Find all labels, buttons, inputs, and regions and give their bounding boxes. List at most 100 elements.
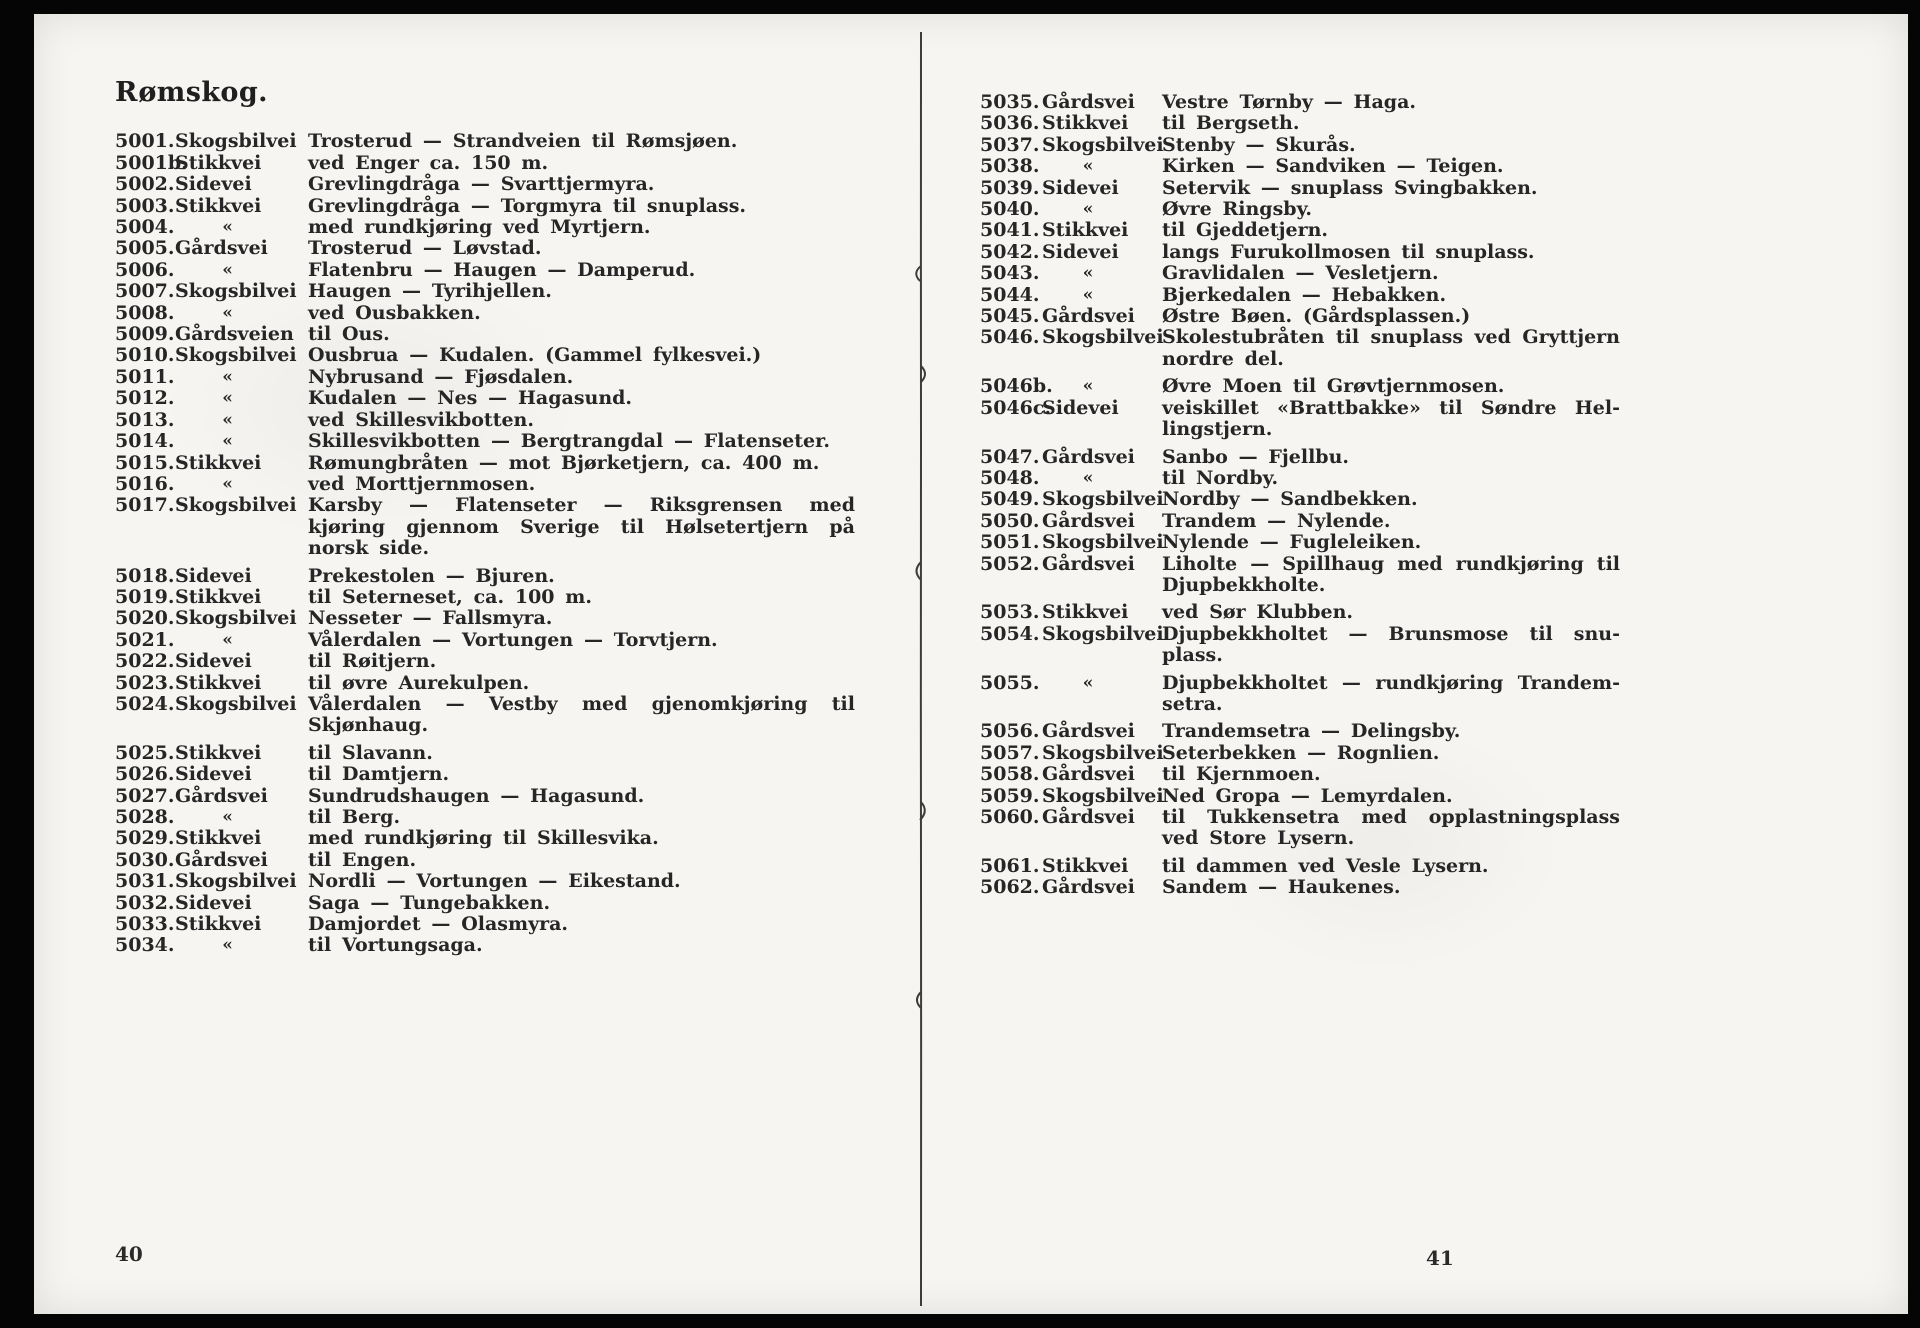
entry-description: til Damtjern. bbox=[308, 763, 450, 786]
entry-number: 5020. bbox=[115, 607, 175, 630]
road-entry-row: 5039. Sidevei Setervik — snuplass Svingb… bbox=[980, 176, 1620, 199]
entry-number: 5049. bbox=[980, 488, 1040, 511]
entry-road-type: « bbox=[222, 807, 233, 827]
entry-number: 5044. bbox=[980, 283, 1040, 306]
entry-description: til Ous. bbox=[308, 323, 390, 346]
entry-number: 5024. bbox=[115, 692, 175, 715]
entry-road-type: « bbox=[222, 259, 233, 280]
road-entry-row: 5037. Skogsbilvei Stenby — Skurås. bbox=[980, 133, 1620, 156]
road-entry-row: 5034. « til Vortungsaga. bbox=[115, 934, 855, 957]
entry-road-type: « bbox=[222, 473, 233, 494]
entry-road-type: Gårdsvei bbox=[1042, 509, 1135, 532]
entry-road-type: Stikkvei bbox=[175, 741, 262, 764]
entry-description: til Engen. bbox=[308, 848, 417, 871]
entry-number: 5041. bbox=[980, 219, 1040, 242]
entry-road-type: Skogsbilvei bbox=[175, 692, 297, 715]
entry-description: Vålerdalen — Vestby med gjenomkjø­ring t… bbox=[308, 692, 855, 737]
road-entry-row: 5001b. Stikkvei ved Enger ca. 150 m. bbox=[115, 151, 855, 174]
entry-road-type: « bbox=[1082, 467, 1094, 488]
entry-number: 5012. bbox=[115, 387, 175, 410]
entry-number: 5046b. bbox=[980, 375, 1053, 398]
page-number-left: 40 bbox=[115, 1242, 143, 1266]
entry-number: 5055. bbox=[980, 671, 1040, 694]
entry-number: 5060. bbox=[980, 806, 1040, 828]
entry-description: Gravlidalen — Vesletjern. bbox=[1162, 262, 1439, 285]
entry-number: 5051. bbox=[980, 531, 1040, 554]
entry-description: til Vortungsaga. bbox=[308, 934, 483, 957]
road-entry-row: 5057. Skogsbilvei Seterbekken — Rognlien… bbox=[980, 741, 1620, 764]
entry-number: 5002. bbox=[115, 173, 175, 196]
entry-number: 5026. bbox=[115, 763, 175, 786]
entries-list-left: 5001. Skogsbilvei Trosterud — Strandveie… bbox=[115, 130, 855, 957]
road-entry-row: 5062. Gårdsvei Sandem — Haukenes. bbox=[980, 876, 1620, 899]
road-entry-row: 5003. Stikkvei Grevlingdråga — Torgmyra … bbox=[115, 195, 855, 217]
road-entry-row: 5014. « Skillesvikbotten — Bergtrangdal … bbox=[115, 430, 855, 452]
entry-description: til Bergseth. bbox=[1162, 112, 1300, 135]
entry-description: Djupbekkholtet — Brunsmose til snu­plass… bbox=[1162, 622, 1620, 667]
entry-description: med rundkjøring til Skillesvika. bbox=[308, 827, 659, 850]
entry-description: Kudalen — Nes — Hagasund. bbox=[308, 387, 633, 410]
entry-number: 5001b. bbox=[115, 151, 188, 174]
entry-description: Karsby — Flatenseter — Riksgrensen med k… bbox=[308, 494, 855, 560]
entry-road-type: Skogsbilvei bbox=[1042, 488, 1164, 511]
road-entry-row: 5059. Skogsbilvei Ned Gropa — Lemyrdalen… bbox=[980, 785, 1620, 807]
road-entry-row: 5013. « ved Skillesvikbotten. bbox=[115, 408, 855, 431]
entry-road-type: Sidevei bbox=[175, 891, 252, 914]
entry-road-type: Skogsbilvei bbox=[175, 130, 297, 153]
entry-road-type: Gårdsvei bbox=[175, 784, 268, 807]
entry-number: 5037. bbox=[980, 133, 1040, 156]
entry-number: 5004. bbox=[115, 216, 175, 239]
entry-number: 5021. bbox=[115, 628, 175, 651]
road-entry-row: 5021. « Vålerdalen — Vortungen — Torvtje… bbox=[115, 628, 855, 651]
road-entry-row: 5052. Gårdsvei Liholte — Spillhaug med r… bbox=[980, 552, 1620, 597]
entry-road-type: Stikkvei bbox=[175, 451, 262, 474]
entry-number: 5047. bbox=[980, 445, 1040, 468]
page-left: Rømskog. 5001. Skogsbilvei Trosterud — S… bbox=[115, 77, 855, 957]
entry-road-type: « bbox=[222, 366, 233, 387]
entry-description: ved Sør Klubben. bbox=[1162, 601, 1354, 624]
road-entry-row: 5012. « Kudalen — Nes — Hagasund. bbox=[115, 387, 855, 410]
entry-description: ved Skillesvikbotten. bbox=[308, 408, 534, 431]
entry-description: Liholte — Spillhaug med rundkjøring til … bbox=[1162, 552, 1620, 596]
entry-number: 5061. bbox=[980, 854, 1040, 877]
road-entry-row: 5019. Stikkvei til Seterneset, ca. 100 m… bbox=[115, 585, 855, 608]
road-entry-row: 5022. Sidevei til Røitjern. bbox=[115, 650, 855, 672]
entry-number: 5046c. bbox=[980, 396, 1052, 419]
entry-road-type: Gårdsvei bbox=[1042, 876, 1135, 899]
entry-description: til Berg. bbox=[308, 806, 401, 828]
entry-road-type: Stikkvei bbox=[175, 151, 262, 174]
road-entry-row: 5016. « ved Morttjernmosen. bbox=[115, 473, 855, 495]
entry-road-type: Skogsbilvei bbox=[1042, 133, 1164, 156]
entry-description: med rundkjøring ved Myrtjern. bbox=[308, 216, 651, 239]
entry-description: Djupbekkholtet — rundkjøring Trandem­set… bbox=[1162, 671, 1620, 715]
road-entry-row: 5027. Gårdsvei Sundrudshaugen — Hagasund… bbox=[115, 784, 855, 807]
entry-road-type: Stikkvei bbox=[175, 827, 262, 850]
entry-number: 5019. bbox=[115, 585, 175, 608]
road-entry-row: 5008. « ved Ousbakken. bbox=[115, 302, 855, 324]
road-entry-row: 5040. « Øvre Ringsby. bbox=[980, 198, 1620, 220]
entry-number: 5028. bbox=[115, 806, 175, 828]
entry-road-type: Skogsbilvei bbox=[175, 344, 297, 367]
entry-description: Seterbekken — Rognlien. bbox=[1162, 741, 1440, 764]
road-entry-row: 5004. « med rundkjøring ved Myrtjern. bbox=[115, 216, 855, 239]
entry-description: Trandem — Nylende. bbox=[1162, 509, 1391, 532]
entry-number: 5011. bbox=[115, 365, 175, 388]
road-entry-row: 5029. Stikkvei med rundkjøring til Skill… bbox=[115, 827, 855, 850]
entry-description: Nesseter — Fallsmyra. bbox=[308, 607, 553, 630]
entry-road-type: Sidevei bbox=[1042, 396, 1119, 419]
page-title: Rømskog. bbox=[115, 77, 268, 108]
entry-road-type: Gårdsvei bbox=[175, 237, 268, 260]
entry-road-type: Skogsbilvei bbox=[1042, 531, 1164, 554]
entry-number: 5032. bbox=[115, 891, 175, 914]
entry-number: 5039. bbox=[980, 176, 1040, 199]
entry-description: Haugen — Tyrihjellen. bbox=[308, 280, 552, 303]
entry-description: Damjordet — Olasmyra. bbox=[308, 913, 569, 936]
road-entry-row: 5045. Gårdsvei Østre Bøen. (Gårdsplassen… bbox=[980, 305, 1620, 327]
entry-description: til Kjernmoen. bbox=[1162, 763, 1321, 786]
entry-road-type: Gårdsvei bbox=[1042, 763, 1135, 786]
entry-description: Sundrudshaugen — Hagasund. bbox=[308, 784, 645, 807]
page-right: 5035. Gårdsvei Vestre Tørnby — Haga. 503… bbox=[980, 91, 1620, 899]
entry-description: Øvre Moen til Grøvtjernmosen. bbox=[1162, 375, 1505, 398]
entry-number: 5033. bbox=[115, 913, 175, 936]
